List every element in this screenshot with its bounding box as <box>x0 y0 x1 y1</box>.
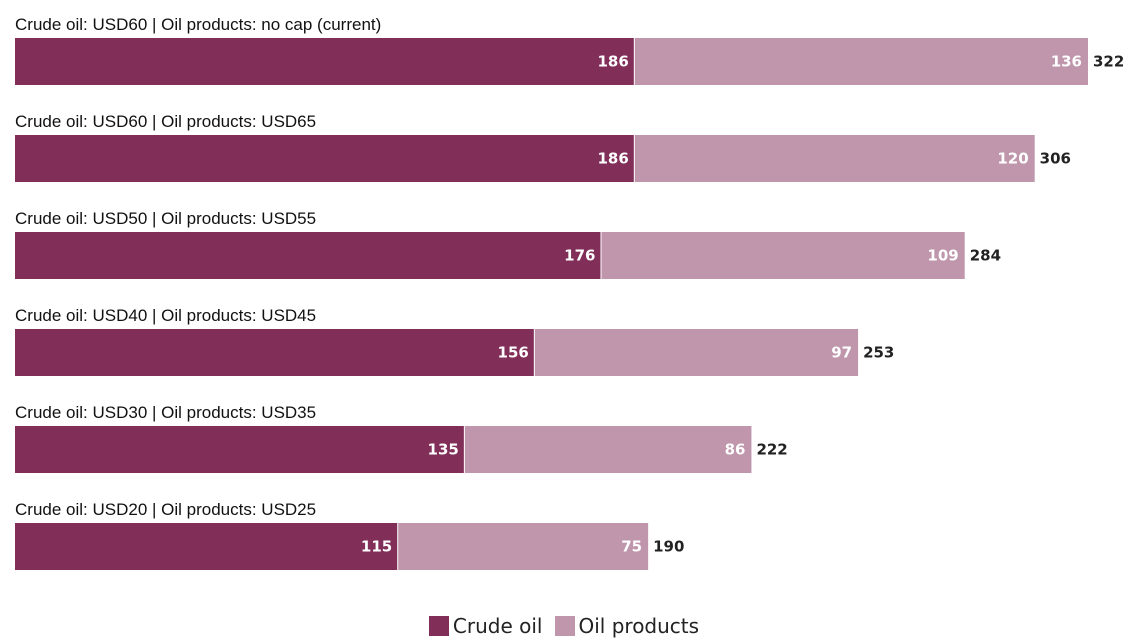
bar-segment-crude-oil <box>15 232 602 279</box>
bar-segment-oil-products <box>398 523 649 570</box>
total-label: 284 <box>970 247 1001 265</box>
total-label: 253 <box>863 344 894 362</box>
value-label-crude-oil: 115 <box>361 538 392 556</box>
bar-segment-oil-products <box>464 426 752 473</box>
bar-segment-oil-products <box>634 135 1035 182</box>
row-label: Crude oil: USD30 | Oil products: USD35 <box>15 403 316 422</box>
legend-swatch-crude-oil <box>428 616 449 636</box>
bar-segment-crude-oil <box>15 523 399 570</box>
total-label: 190 <box>653 538 684 556</box>
value-label-crude-oil: 186 <box>597 150 628 168</box>
bar-segment-oil-products <box>634 38 1088 85</box>
legend-label-crude-oil: Crude oil <box>452 614 543 638</box>
row-label: Crude oil: USD20 | Oil products: USD25 <box>15 500 316 519</box>
value-label-crude-oil: 186 <box>597 53 628 71</box>
value-label-oil-products: 136 <box>1051 53 1082 71</box>
row-label: Crude oil: USD60 | Oil products: USD65 <box>15 112 316 131</box>
row-label: Crude oil: USD50 | Oil products: USD55 <box>15 209 316 228</box>
total-label: 322 <box>1093 53 1124 71</box>
value-label-oil-products: 97 <box>831 344 852 362</box>
legend-item-crude-oil: Crude oil <box>428 614 543 638</box>
value-label-oil-products: 75 <box>621 538 642 556</box>
row-label: Crude oil: USD40 | Oil products: USD45 <box>15 306 316 325</box>
legend-swatch-oil-products <box>554 616 575 636</box>
bar-segment-crude-oil <box>15 329 535 376</box>
legend-label-oil-products: Oil products <box>578 614 700 638</box>
value-label-oil-products: 109 <box>927 247 958 265</box>
value-label-crude-oil: 156 <box>498 344 529 362</box>
value-label-crude-oil: 176 <box>564 247 595 265</box>
value-label-crude-oil: 135 <box>428 441 459 459</box>
legend-item-oil-products: Oil products <box>554 614 700 638</box>
bar-segment-crude-oil <box>15 38 635 85</box>
bar-segment-oil-products <box>534 329 859 376</box>
row-label: Crude oil: USD60 | Oil products: no cap … <box>15 15 381 34</box>
value-label-oil-products: 120 <box>997 150 1028 168</box>
bar-segment-crude-oil <box>15 426 465 473</box>
chart-legend: Crude oil Oil products <box>0 614 1128 638</box>
bar-segment-oil-products <box>601 232 965 279</box>
total-label: 222 <box>756 441 787 459</box>
bar-segment-crude-oil <box>15 135 635 182</box>
value-label-oil-products: 86 <box>725 441 746 459</box>
total-label: 306 <box>1040 150 1071 168</box>
